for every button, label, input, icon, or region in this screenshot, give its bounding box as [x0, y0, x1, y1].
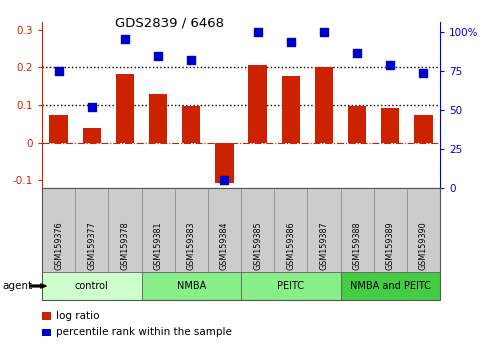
Text: GSM159388: GSM159388	[353, 222, 362, 270]
Bar	[414, 115, 433, 143]
Point	[254, 29, 261, 35]
Point	[320, 29, 328, 35]
Point	[187, 58, 195, 63]
Text: NMBA: NMBA	[177, 281, 206, 291]
Bar	[215, 143, 234, 183]
Bar	[282, 75, 300, 143]
Point	[287, 39, 295, 45]
Text: GSM159387: GSM159387	[319, 222, 328, 270]
Point	[121, 36, 129, 41]
Text: GSM159378: GSM159378	[120, 222, 129, 270]
Text: PEITC: PEITC	[277, 281, 304, 291]
Point	[88, 104, 96, 110]
Text: GSM159376: GSM159376	[54, 222, 63, 270]
Text: GSM159383: GSM159383	[187, 222, 196, 270]
Bar	[381, 108, 399, 143]
Point	[55, 68, 62, 74]
Point	[386, 62, 394, 68]
Text: GSM159381: GSM159381	[154, 222, 163, 270]
Text: GSM159386: GSM159386	[286, 222, 295, 270]
Text: GSM159389: GSM159389	[386, 222, 395, 270]
Text: GSM159385: GSM159385	[253, 222, 262, 270]
Text: GSM159377: GSM159377	[87, 222, 96, 270]
Bar	[348, 106, 366, 143]
Text: control: control	[75, 281, 109, 291]
Bar	[83, 129, 101, 143]
Bar	[248, 65, 267, 143]
Bar	[182, 106, 200, 143]
Text: agent: agent	[2, 281, 32, 291]
Text: GSM159384: GSM159384	[220, 222, 229, 270]
Text: NMBA and PEITC: NMBA and PEITC	[350, 281, 431, 291]
Bar	[116, 74, 134, 143]
Bar	[49, 115, 68, 143]
Point	[221, 177, 228, 183]
Point	[420, 70, 427, 76]
Text: percentile rank within the sample: percentile rank within the sample	[56, 327, 231, 337]
Bar	[315, 67, 333, 143]
Text: GSM159390: GSM159390	[419, 222, 428, 270]
Text: log ratio: log ratio	[56, 311, 99, 321]
Point	[353, 50, 361, 56]
Point	[154, 53, 162, 58]
Text: GDS2839 / 6468: GDS2839 / 6468	[114, 16, 224, 29]
Bar	[149, 94, 167, 143]
